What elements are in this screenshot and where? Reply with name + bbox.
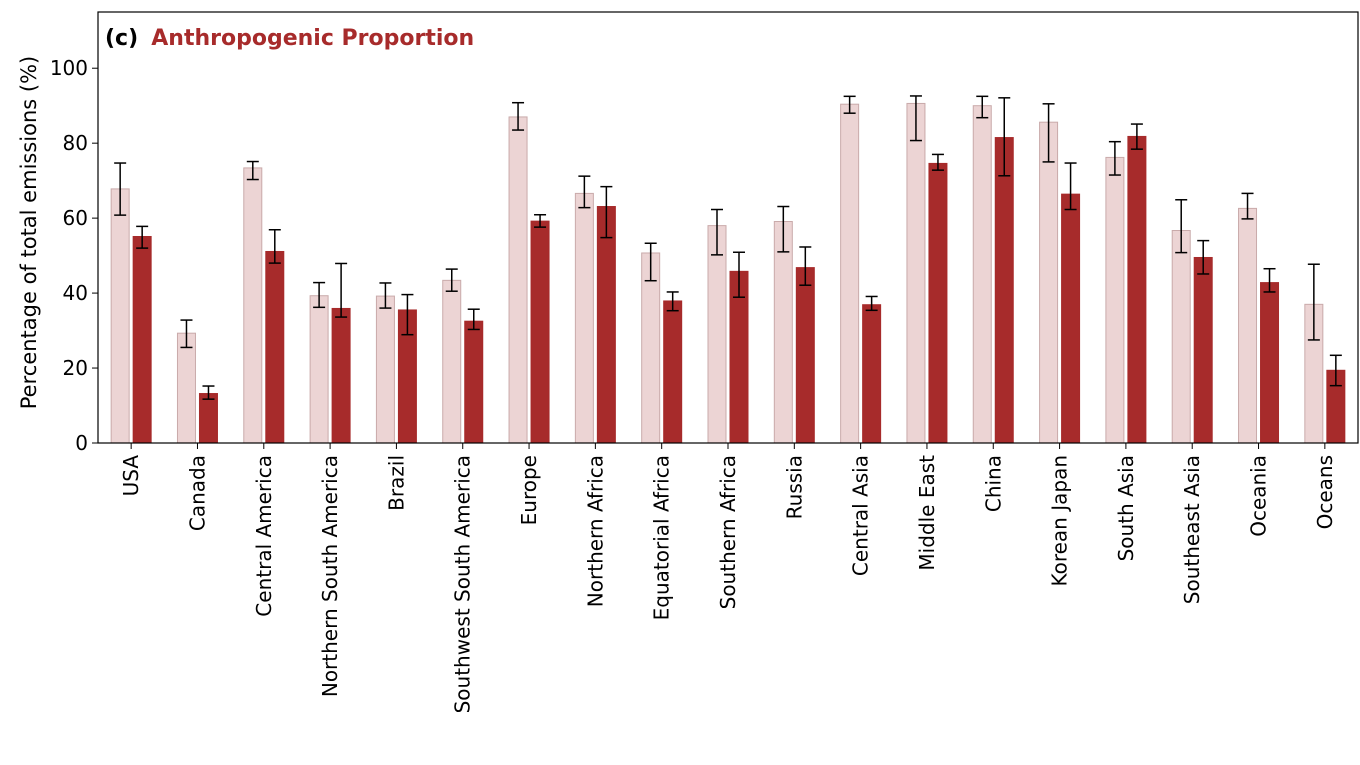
y-tick-label-0: 0 <box>75 431 88 455</box>
x-tick-label-3: Northern South America <box>318 455 342 697</box>
bar-light-3 <box>309 295 329 444</box>
x-tick-label-15: South Asia <box>1114 455 1138 561</box>
bar-light-0 <box>110 188 130 444</box>
x-tick-label-16: Southeast Asia <box>1180 455 1204 604</box>
bar-dark-11 <box>862 304 882 444</box>
x-tick-label-10: Russia <box>782 455 806 519</box>
x-tick-label-6: Europe <box>517 455 541 525</box>
bar-dark-2 <box>265 250 285 444</box>
bar-light-8 <box>641 252 661 444</box>
bar-dark-17 <box>1260 282 1280 444</box>
bar-dark-3 <box>331 307 351 444</box>
bar-light-17 <box>1238 207 1258 444</box>
y-tick-label-80: 80 <box>63 131 88 155</box>
x-tick-label-8: Equatorial Africa <box>650 455 674 620</box>
bar-light-1 <box>176 332 196 444</box>
chart-title: (c) Anthropogenic Proportion <box>105 26 474 51</box>
error-bars-layer <box>114 95 1342 400</box>
x-tick-label-1: Canada <box>185 455 209 531</box>
title-prefix: (c) <box>105 26 138 51</box>
bar-light-2 <box>243 167 263 444</box>
bars-layer <box>110 102 1346 444</box>
bar-dark-13 <box>994 137 1014 444</box>
x-tick-label-14: Korean Japan <box>1048 455 1072 587</box>
x-tick-label-0: USA <box>119 455 143 497</box>
x-axis: USA Canada Central America Northern South A… <box>119 443 1337 713</box>
bar-light-10 <box>773 221 793 444</box>
x-tick-label-18: Oceans <box>1313 455 1337 529</box>
bar-light-9 <box>707 225 727 444</box>
bar-dark-6 <box>530 220 550 444</box>
y-tick-label-60: 60 <box>63 206 88 230</box>
bar-dark-16 <box>1193 256 1213 444</box>
bar-light-5 <box>442 279 462 444</box>
bar-light-11 <box>840 103 860 444</box>
x-tick-label-17: Oceania <box>1247 455 1271 537</box>
bar-dark-10 <box>795 267 815 444</box>
bar-light-6 <box>508 116 528 444</box>
y-tick-label-100: 100 <box>50 56 88 80</box>
x-tick-label-5: Southwest South America <box>451 455 475 713</box>
y-tick-label-40: 40 <box>63 281 88 305</box>
bar-light-4 <box>375 295 395 444</box>
bar-dark-7 <box>596 206 616 444</box>
x-tick-label-12: Middle East <box>915 455 939 571</box>
bar-dark-5 <box>464 320 484 444</box>
bar-light-15 <box>1105 156 1125 444</box>
x-tick-label-4: Brazil <box>384 455 408 511</box>
bar-light-7 <box>574 192 594 444</box>
bar-dark-12 <box>928 162 948 444</box>
x-tick-label-2: Central America <box>252 455 276 617</box>
y-axis-label: Percentage of total emissions (%) <box>17 56 41 409</box>
bar-dark-14 <box>1061 193 1081 444</box>
bar-light-14 <box>1039 121 1059 444</box>
bar-dark-15 <box>1127 135 1147 444</box>
plot-frame <box>97 11 1359 444</box>
x-tick-label-11: Central Asia <box>849 455 873 576</box>
bar-light-16 <box>1171 229 1191 444</box>
bar-light-13 <box>972 105 992 444</box>
x-tick-label-13: China <box>981 455 1005 512</box>
bar-dark-8 <box>663 300 683 444</box>
title-text: Anthropogenic Proportion <box>151 26 474 51</box>
bar-light-12 <box>906 102 926 444</box>
bar-dark-1 <box>198 393 218 444</box>
y-axis: 0 20 40 60 80 100 <box>50 56 98 455</box>
bar-dark-0 <box>132 235 152 444</box>
x-tick-label-7: Northern Africa <box>583 455 607 607</box>
x-tick-label-9: Southern Africa <box>716 455 740 609</box>
y-tick-label-20: 20 <box>63 356 88 380</box>
